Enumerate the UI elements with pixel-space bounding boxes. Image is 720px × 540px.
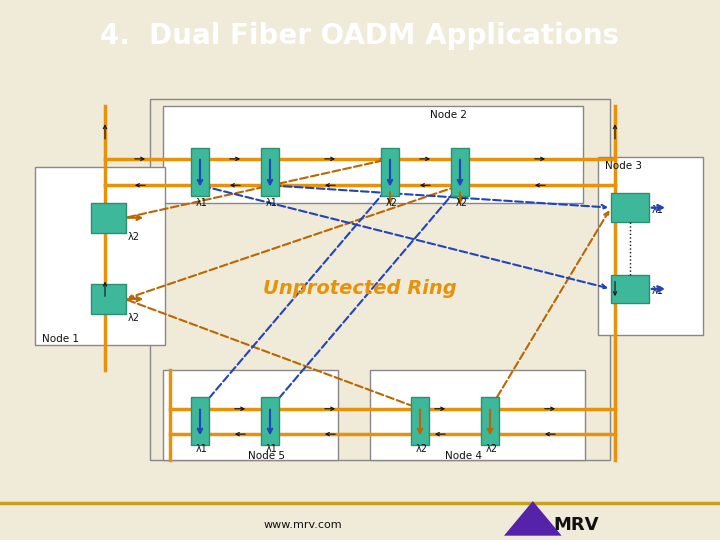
Text: λ1: λ1 bbox=[652, 286, 664, 296]
Text: Node 2: Node 2 bbox=[430, 110, 467, 120]
Bar bbox=[191, 148, 209, 197]
Bar bbox=[163, 370, 338, 460]
Text: λ2: λ2 bbox=[486, 444, 498, 455]
Bar bbox=[370, 370, 585, 460]
Bar bbox=[91, 284, 125, 314]
Text: λ1: λ1 bbox=[652, 205, 664, 215]
Polygon shape bbox=[504, 501, 562, 536]
Text: λ2: λ2 bbox=[128, 232, 140, 242]
Bar bbox=[451, 148, 469, 197]
Text: λ2: λ2 bbox=[128, 313, 140, 323]
Text: λ1: λ1 bbox=[266, 444, 278, 455]
Text: Node 1: Node 1 bbox=[42, 334, 79, 344]
Text: MRV: MRV bbox=[553, 516, 599, 534]
Bar bbox=[191, 396, 209, 446]
Bar bbox=[611, 275, 649, 303]
Text: www.mrv.com: www.mrv.com bbox=[263, 520, 342, 530]
Text: λ1: λ1 bbox=[266, 198, 278, 207]
Bar bbox=[35, 167, 165, 345]
Bar bbox=[481, 396, 499, 446]
Text: λ2: λ2 bbox=[416, 444, 428, 455]
Bar bbox=[261, 148, 279, 197]
Bar bbox=[611, 193, 649, 222]
Text: Node 5: Node 5 bbox=[248, 450, 285, 461]
Text: λ1: λ1 bbox=[196, 444, 208, 455]
Text: λ1: λ1 bbox=[196, 198, 208, 207]
Bar bbox=[91, 202, 125, 233]
Text: λ2: λ2 bbox=[456, 198, 468, 207]
Text: Node 4: Node 4 bbox=[445, 450, 482, 461]
Bar bbox=[163, 106, 583, 202]
Bar bbox=[381, 148, 399, 197]
Text: λ2: λ2 bbox=[386, 198, 398, 207]
Bar bbox=[598, 157, 703, 335]
Text: Node 3: Node 3 bbox=[605, 161, 642, 171]
Text: 4.  Dual Fiber OADM Applications: 4. Dual Fiber OADM Applications bbox=[100, 23, 620, 50]
Bar bbox=[261, 396, 279, 446]
Text: Unprotected Ring: Unprotected Ring bbox=[263, 279, 457, 299]
Bar bbox=[411, 396, 429, 446]
Bar bbox=[150, 99, 610, 460]
